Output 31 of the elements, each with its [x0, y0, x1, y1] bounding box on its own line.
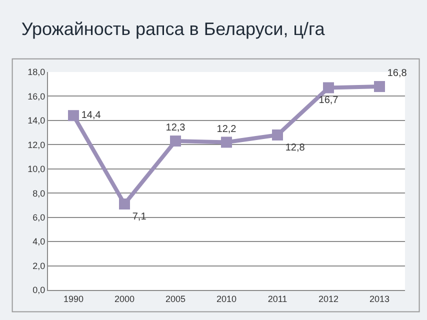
- point: [119, 198, 130, 210]
- x-tick-label: 2005: [165, 294, 186, 304]
- x-tick-label: 2000: [114, 294, 135, 304]
- data-label: 12,3: [166, 122, 186, 134]
- chart-title: Урожайность рапса в Беларуси, ц/га: [21, 19, 326, 39]
- data-label: 14,4: [81, 110, 102, 122]
- y-tick-label: 4,0: [32, 236, 46, 247]
- x-tick-label: 2013: [369, 294, 390, 304]
- point: [221, 136, 232, 148]
- data-label: 16,8: [387, 68, 408, 80]
- y-tick-label: 16,0: [28, 91, 46, 102]
- x-tick-label: 2012: [318, 294, 339, 304]
- y-tick-label: 2,0: [32, 260, 46, 271]
- point: [170, 136, 181, 147]
- y-tick-label: 0,0: [32, 285, 46, 296]
- data-label: 12,2: [216, 124, 237, 135]
- point: [272, 129, 283, 140]
- y-tick-label: 10,0: [28, 164, 46, 174]
- y-tick-label: 14,0: [28, 116, 46, 126]
- data-label: 16,7: [318, 95, 339, 106]
- point: [374, 81, 385, 92]
- x-tick-label: 2011: [268, 294, 288, 304]
- y-tick-label: 8,0: [32, 188, 46, 198]
- point: [68, 110, 79, 122]
- y-tick-label: 6,0: [32, 212, 46, 222]
- x-tick-label: 1990: [63, 294, 84, 304]
- y-tick-label: 18,0: [28, 67, 46, 78]
- point: [323, 82, 334, 94]
- y-tick-label: 12,0: [28, 140, 46, 150]
- x-tick-label: 2010: [216, 294, 237, 304]
- data-label: 12,8: [285, 142, 306, 154]
